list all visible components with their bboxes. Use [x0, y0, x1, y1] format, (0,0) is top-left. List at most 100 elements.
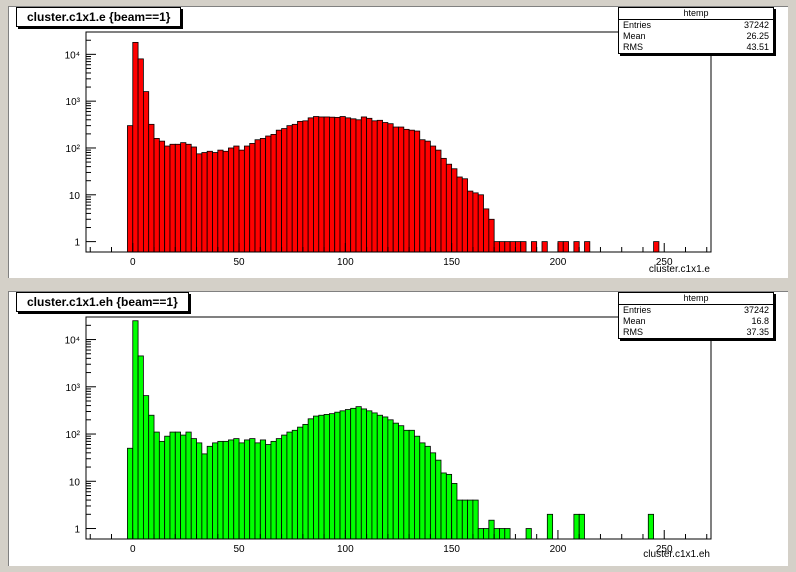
- histogram-bar: [180, 434, 187, 540]
- histogram-bar: [281, 128, 288, 253]
- histogram-bar: [185, 143, 192, 253]
- bars: [127, 41, 660, 253]
- histogram-bar: [243, 439, 251, 540]
- histogram-bar: [371, 120, 378, 253]
- histogram-bar: [414, 130, 421, 253]
- histogram-bar: [249, 143, 256, 253]
- y-tick-label: 10⁴: [65, 50, 80, 61]
- histogram-bar: [180, 142, 187, 253]
- histogram-bar: [435, 149, 442, 253]
- y-tick-label: 10²: [66, 430, 81, 441]
- x-tick-label: 0: [130, 257, 136, 268]
- x-axis: 0 50 100 150 200 250: [89, 530, 708, 555]
- histogram-bar: [525, 528, 532, 540]
- histogram-bar: [578, 513, 585, 540]
- histogram-bar: [222, 440, 229, 540]
- stats-row-mean: Mean 26.25: [619, 31, 773, 42]
- stats-value: 37242: [743, 305, 769, 315]
- stats-value: 16.8: [751, 316, 769, 326]
- stats-name: htemp: [619, 293, 773, 305]
- stats-label: Mean: [623, 316, 646, 326]
- histogram-bar: [329, 413, 336, 540]
- y-axis: 1 10 10² 10³ 10⁴: [65, 316, 96, 536]
- histogram-bar: [387, 123, 394, 253]
- histogram-bar: [329, 116, 336, 253]
- histogram-bar: [270, 133, 277, 253]
- histogram-bar: [334, 411, 341, 540]
- histogram-bar: [302, 423, 309, 540]
- y-axis: 1 10 10² 10³ 10⁴: [65, 31, 96, 249]
- histogram-title: cluster.c1x1.e {beam==1}: [16, 7, 182, 27]
- histogram-bar: [142, 91, 150, 253]
- histogram-bar: [355, 119, 362, 253]
- histogram-bar: [275, 438, 282, 540]
- histogram-bar: [233, 438, 240, 540]
- histogram-title: cluster.c1x1.eh {beam==1}: [16, 292, 189, 312]
- histogram-bar: [530, 241, 538, 253]
- histogram-bar: [196, 442, 203, 540]
- histogram-bar: [201, 152, 208, 253]
- histogram-bar: [185, 431, 192, 540]
- histogram-bar: [302, 120, 309, 253]
- x-tick-label: 0: [130, 544, 136, 555]
- histogram-bar: [647, 513, 654, 540]
- histogram-bar: [339, 116, 346, 253]
- histogram-bar: [360, 408, 368, 540]
- histogram-bar: [206, 150, 213, 253]
- histogram-bar: [307, 117, 314, 253]
- histogram-bar: [350, 407, 357, 540]
- bars: [127, 320, 654, 540]
- histogram-bar: [461, 499, 468, 540]
- histogram-bar: [414, 435, 421, 540]
- stats-label: RMS: [623, 42, 643, 52]
- x-tick-label: 50: [233, 544, 245, 555]
- histogram-bar: [445, 163, 453, 253]
- histogram-bar: [233, 145, 240, 253]
- histogram-bar: [493, 528, 500, 540]
- histogram-bar: [573, 241, 580, 253]
- histogram-bar: [344, 409, 352, 540]
- x-tick-label: 250: [656, 544, 673, 555]
- histogram-bar: [483, 528, 490, 540]
- stats-row-rms: RMS 37.35: [619, 327, 773, 338]
- histogram-bar: [445, 473, 453, 540]
- histogram-bar: [477, 194, 484, 253]
- x-tick-label: 100: [337, 257, 354, 268]
- histogram-bar: [259, 138, 267, 253]
- histogram-bar: [132, 41, 139, 253]
- histogram-bar: [344, 117, 352, 253]
- histogram-pad-eh: 0 50 100 150 200 250 1 10 10² 10³ 10⁴ cluster.c1x1…: [8, 291, 788, 566]
- histogram-bar: [291, 429, 298, 540]
- histogram-bar: [153, 138, 160, 253]
- histogram-bar: [584, 241, 591, 253]
- histogram-pad-e: 0 50 100 150 200 250 1 10 10² 10³ 10⁴ cluster.c1x1…: [8, 6, 788, 278]
- histogram-bar: [440, 472, 447, 540]
- histogram-bar: [243, 145, 251, 253]
- x-tick-label: 200: [550, 544, 567, 555]
- histogram-bar: [408, 129, 415, 253]
- histogram-bar: [403, 429, 410, 540]
- histogram-bar: [451, 168, 458, 253]
- histogram-bar: [573, 513, 580, 540]
- histogram-bar: [562, 241, 569, 253]
- histogram-bar: [483, 208, 490, 253]
- histogram-bar: [270, 440, 277, 540]
- histogram-bar: [339, 410, 346, 540]
- histogram-bar: [217, 149, 224, 253]
- histogram-bar: [286, 125, 293, 253]
- histogram-bar: [318, 116, 325, 253]
- histogram-bar: [158, 440, 166, 540]
- histogram-bar: [488, 519, 495, 540]
- histogram-bar: [196, 153, 203, 253]
- histogram-bar: [228, 439, 235, 540]
- histogram-bar: [488, 218, 495, 253]
- histogram-bar: [142, 395, 150, 540]
- stats-value: 37.35: [746, 327, 769, 337]
- histogram-bar: [217, 440, 224, 540]
- y-tick-label: 10: [69, 477, 81, 488]
- histogram-bar: [190, 438, 197, 540]
- histogram-bar: [509, 241, 516, 253]
- histogram-bar: [212, 152, 219, 253]
- histogram-bar: [169, 431, 176, 540]
- histogram-bar: [472, 499, 479, 540]
